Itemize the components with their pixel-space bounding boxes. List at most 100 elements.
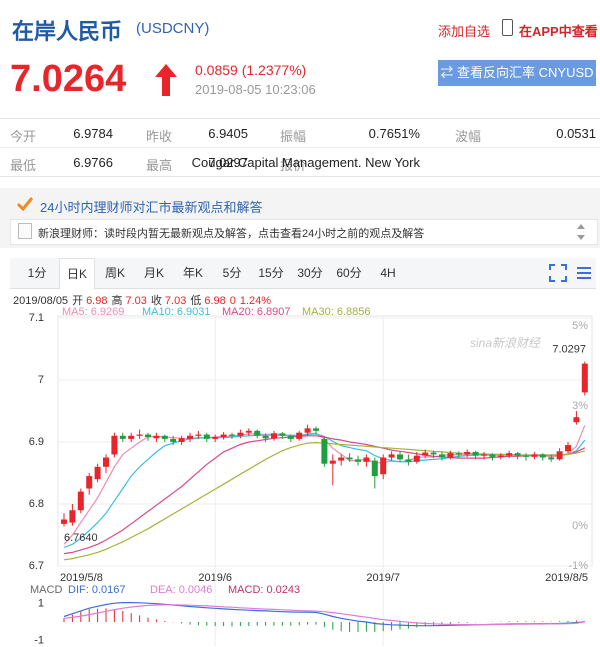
tab[interactable]: 4H xyxy=(380,266,396,280)
y2-tick-label: 5% xyxy=(572,320,588,332)
candle-body xyxy=(69,510,76,523)
candle-body xyxy=(371,460,378,477)
candle-body xyxy=(363,457,370,462)
candle-body xyxy=(313,428,319,431)
candle-body xyxy=(447,453,454,458)
candle-body xyxy=(523,455,529,457)
tab[interactable]: 30分 xyxy=(297,266,323,280)
tab[interactable]: 15分 xyxy=(258,266,284,280)
candle-body xyxy=(413,455,420,462)
ma-legend: MA20: 6.8907 xyxy=(222,306,291,318)
candle-body xyxy=(439,454,445,458)
candle-body xyxy=(489,454,496,457)
info-change: 1.24% xyxy=(239,295,272,307)
up-arrow xyxy=(155,64,177,96)
macd-title: MACD xyxy=(30,584,62,596)
menu-icon[interactable] xyxy=(575,264,593,282)
y2-tick-label: -1% xyxy=(568,560,588,572)
tab[interactable]: 年K xyxy=(182,266,203,280)
candle-body xyxy=(229,434,235,436)
candle-body xyxy=(245,430,252,433)
open-app[interactable]: 在APP中查看 xyxy=(519,24,598,39)
candle-body xyxy=(405,459,412,462)
stats-row: 最低 6.9766 最高 7.0297 报价 Cougar Capital Managem… xyxy=(0,147,600,176)
watermark: sina新浪财经 xyxy=(470,336,542,350)
candle-body xyxy=(481,454,487,456)
change: 0.0859 (1.2377%) xyxy=(195,62,307,78)
candle-body xyxy=(338,457,345,461)
tab[interactable]: 1分 xyxy=(27,266,47,280)
candle-body xyxy=(346,457,353,460)
candle-body xyxy=(397,454,403,460)
candle-body xyxy=(254,430,261,436)
swap-icon: ⇄ xyxy=(440,65,458,80)
info-value: 7.03 xyxy=(164,295,187,307)
candle-body xyxy=(422,452,429,456)
stat-label: 报价 xyxy=(280,158,307,173)
high-label: 7.0297 xyxy=(552,343,586,355)
news-item-box xyxy=(10,219,598,245)
macd-tick-label: -1 xyxy=(34,634,44,646)
candle-body xyxy=(271,433,277,439)
stat-value: 0.0531 xyxy=(556,126,596,141)
candle-body xyxy=(203,434,210,439)
candle-body xyxy=(464,451,471,455)
candle-body xyxy=(329,460,336,464)
x-tick-label: 2019/8/5 xyxy=(545,572,588,584)
ma-legend: MA10: 6.9031 xyxy=(142,306,211,318)
info-label: 高 xyxy=(111,295,123,307)
candle-body xyxy=(187,435,193,439)
macd-tick-label: 1 xyxy=(38,597,44,609)
candle-body xyxy=(170,438,177,442)
info-volume: 0 xyxy=(229,295,236,307)
tab[interactable]: 日K xyxy=(59,258,95,290)
info-value: 6.98 xyxy=(204,295,226,307)
tab[interactable]: 5分 xyxy=(222,266,242,280)
candle-body xyxy=(61,519,67,524)
candle-body xyxy=(279,433,286,436)
stat-label: 昨收 xyxy=(146,129,173,144)
stat-label: 振幅 xyxy=(280,129,307,144)
tab[interactable]: 60分 xyxy=(336,266,362,280)
macd-legend: DEA: 0.0046 xyxy=(150,584,212,596)
reverse-rate-button[interactable]: ⇄ 查看反向汇率 CNYUSD xyxy=(438,60,596,86)
stat-label: 最高 xyxy=(146,158,173,173)
tab-bar: 1分 日K 周K 月K 年K 5分 15分 30分 60分 4H xyxy=(10,258,596,290)
ma-legend: MA5: 6.9269 xyxy=(62,306,124,318)
fullscreen-icon[interactable] xyxy=(549,264,567,282)
doc-icon xyxy=(18,223,32,239)
candle-body xyxy=(388,454,395,458)
candle-body xyxy=(472,451,479,456)
y-tick-label: 7 xyxy=(38,374,44,386)
candle-body xyxy=(237,432,244,436)
news-title[interactable]: 24小时内理财师对汇市最新观点和解答 xyxy=(40,200,263,215)
candle-body xyxy=(321,438,328,464)
candle-body xyxy=(153,435,160,439)
candle-body xyxy=(136,434,143,436)
macd-line xyxy=(63,604,585,626)
candle-body xyxy=(556,451,563,460)
add-watchlist[interactable]: 添加自选 xyxy=(438,24,491,39)
ma-legend: MA30: 6.8856 xyxy=(302,306,371,318)
info-value: 7.03 xyxy=(125,295,147,307)
candle-body xyxy=(128,435,135,439)
scroll-arrows[interactable] xyxy=(574,221,588,243)
stat-value: 6.9784 xyxy=(73,126,113,141)
tab[interactable]: 月K xyxy=(143,266,164,280)
candle-body xyxy=(287,435,294,439)
low-label: 6.7640 xyxy=(64,532,98,544)
candle-body xyxy=(77,491,84,511)
info-line: 2019/08/05 开 6.98 高 7.03 收 7.03 低 6.98 0 1.24% xyxy=(13,292,271,308)
stats-table: 今开 6.9784 昨收 6.9405 振幅 0.7651% 波幅 0.0531 最低 6.976… xyxy=(0,118,600,177)
news-item[interactable]: 新浪理财师：读时段内暂无最新观点及解答，点击查看24小时之前的观点及解答 xyxy=(38,228,425,240)
x-tick-label: 2019/5/8 xyxy=(60,572,103,584)
info-label: 低 xyxy=(190,295,202,307)
candle-body xyxy=(103,457,109,467)
candle-body xyxy=(161,435,168,439)
stat-label: 今开 xyxy=(10,129,37,144)
info-label: 收 xyxy=(150,295,162,307)
tab[interactable]: 周K xyxy=(104,266,125,280)
candle-body xyxy=(119,435,126,439)
y2-tick-label: 3% xyxy=(572,400,588,412)
